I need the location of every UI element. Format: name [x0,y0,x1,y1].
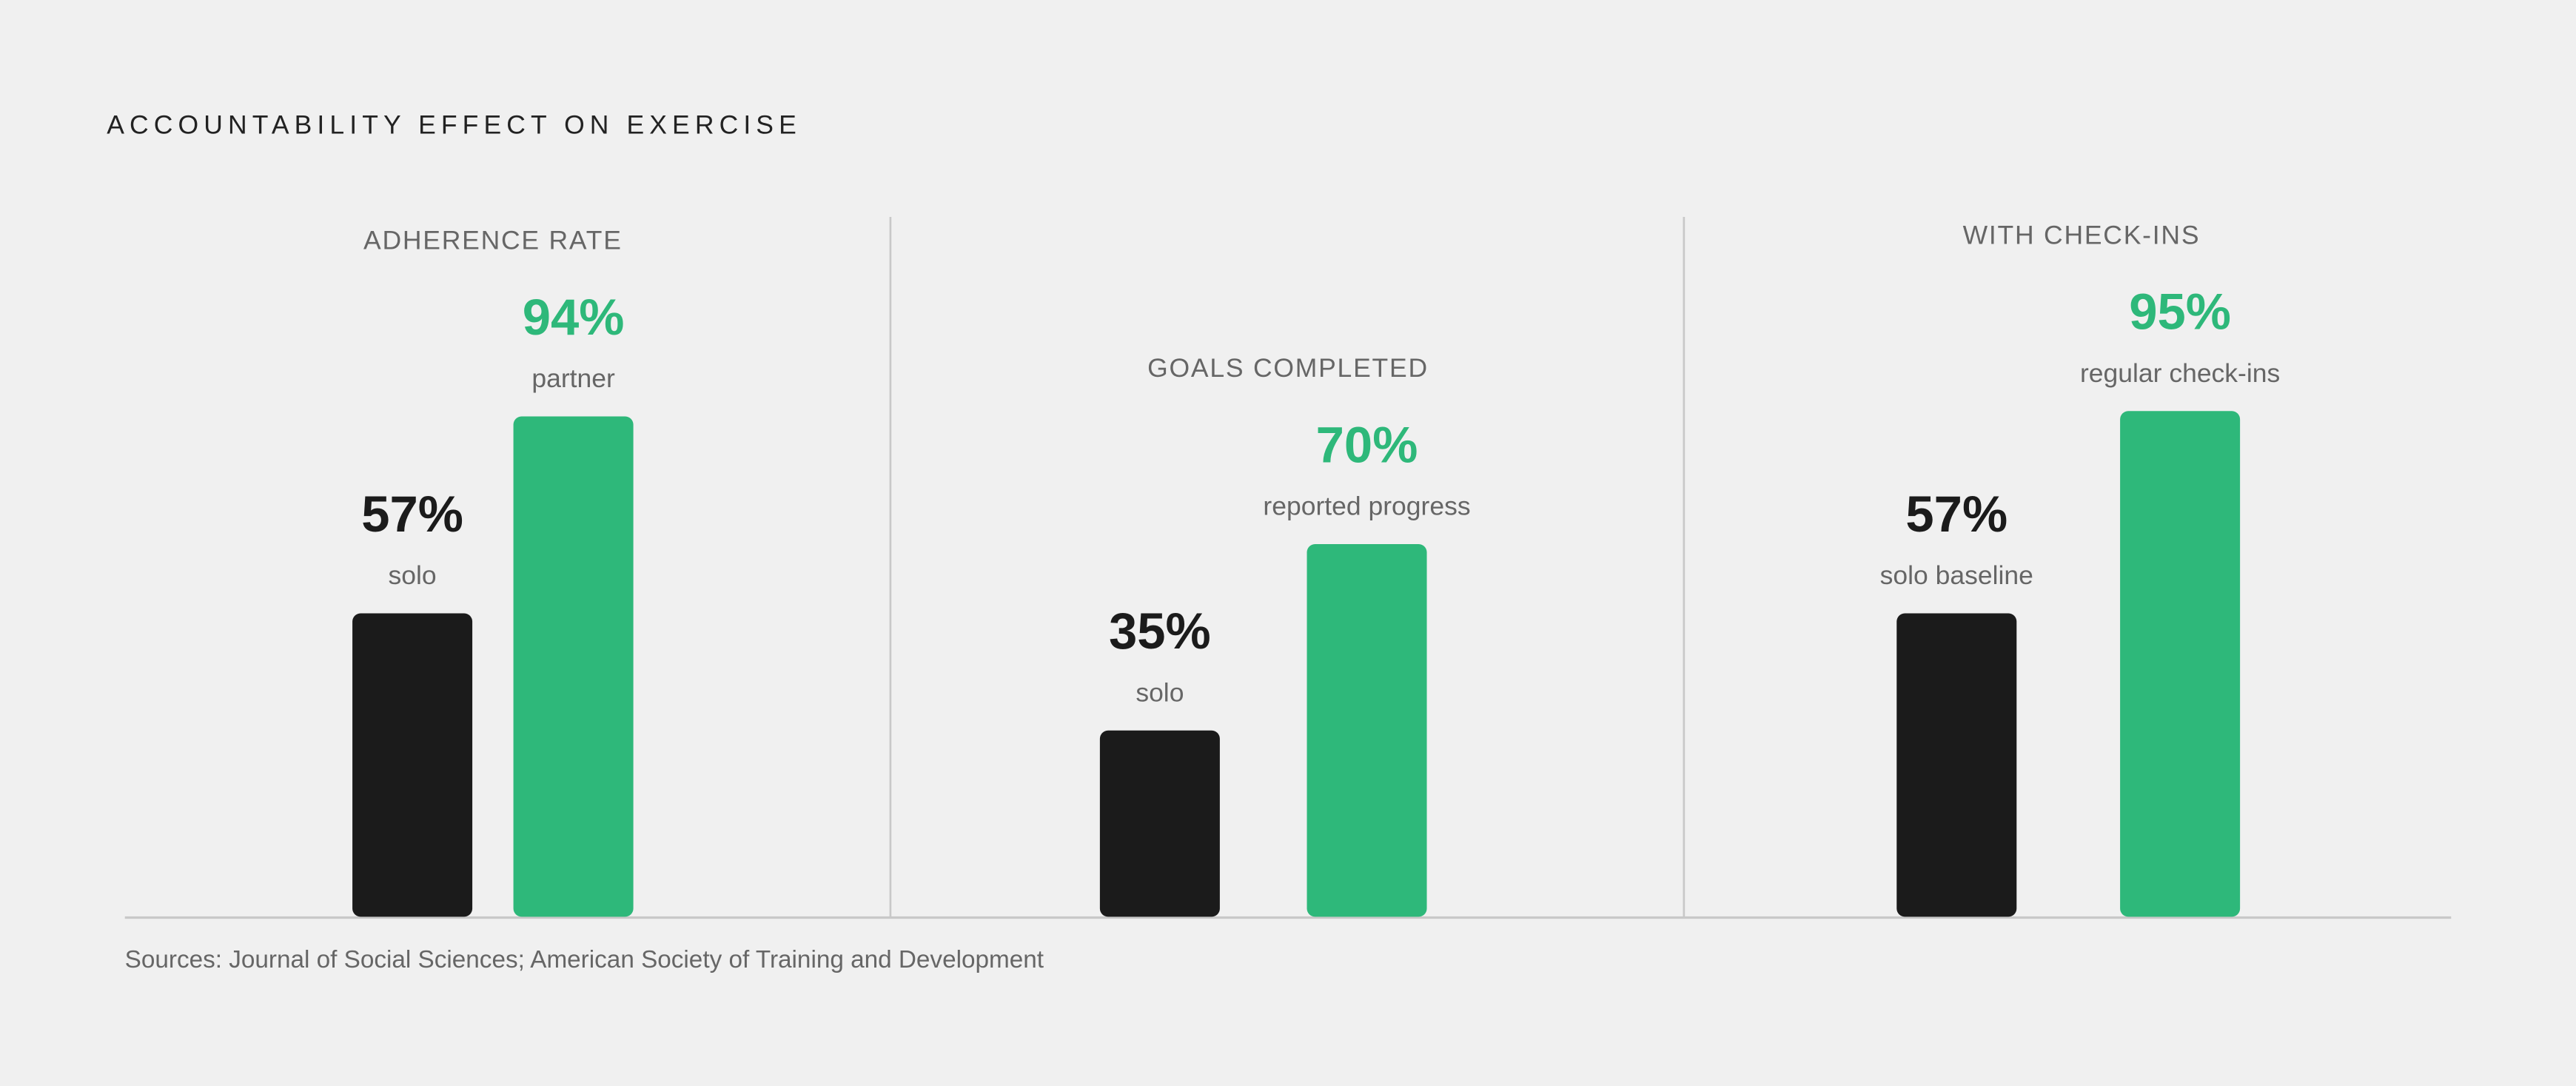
value-label: 95% [2129,284,2231,341]
bar [1896,613,2017,917]
category-label: solo baseline [1880,560,2033,590]
value-label: 57% [1905,486,2008,543]
bar [2120,411,2241,917]
category-label: partner [531,363,615,393]
bar [1307,544,1427,917]
value-label: 70% [1316,417,1418,474]
category-label: solo [389,560,437,590]
category-label: reported progress [1263,492,1470,521]
value-label: 94% [523,289,625,346]
source-note: Sources: Journal of Social Sciences; Ame… [125,946,1044,973]
bar [352,613,473,917]
value-label: 57% [361,486,463,543]
value-label: 35% [1109,603,1211,660]
panel-title: WITH CHECK-INS [1963,220,2201,249]
bar [1099,730,1220,917]
panel-title: GOALS COMPLETED [1147,353,1429,383]
panel-title: ADHERENCE RATE [363,226,623,255]
chart-title: ACCOUNTABILITY EFFECT ON EXERCISE [107,110,802,139]
bar [513,416,634,917]
category-label: regular check-ins [2080,358,2280,388]
category-label: solo [1136,677,1184,707]
